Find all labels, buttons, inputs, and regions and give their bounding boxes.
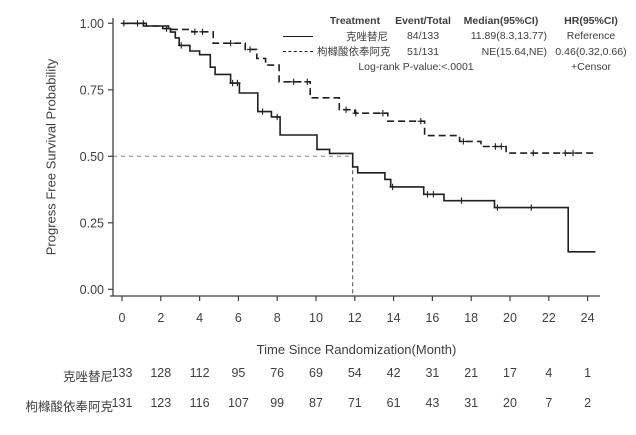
censor-mark xyxy=(569,149,577,157)
risk-count: 2 xyxy=(584,396,592,410)
legend-row-envonalkib-median: NE(15.64,NE) xyxy=(481,45,547,58)
legend-solid-line-sample xyxy=(283,35,317,37)
risk-count: 112 xyxy=(189,366,210,380)
risk-row-label: 枸橼酸依奉阿克 xyxy=(25,400,113,414)
x-tick-label: 10 xyxy=(309,311,323,325)
censor-mark xyxy=(379,110,387,117)
censor-mark xyxy=(460,138,467,145)
censor-mark xyxy=(274,113,281,121)
logrank-pvalue-label: Log-rank P-value:<.0001 xyxy=(358,61,474,74)
censor-mark xyxy=(430,191,437,198)
risk-count: 123 xyxy=(150,396,172,410)
risk-count: 42 xyxy=(386,366,401,380)
x-tick-label: 18 xyxy=(464,311,478,325)
censor-mark xyxy=(191,28,198,35)
risk-count: 61 xyxy=(386,396,401,410)
legend-header-event-total: Event/Total xyxy=(395,14,451,27)
legend-header-hr: HR(95%CI) xyxy=(564,14,618,27)
legend-header-median: Median(95%CI) xyxy=(463,14,539,27)
censor-mark xyxy=(234,79,241,87)
censor-mark xyxy=(178,42,185,49)
risk-count: 71 xyxy=(347,396,362,410)
y-axis-title: Progress Free Survival Probability xyxy=(43,58,59,256)
solid-line-icon xyxy=(283,35,313,37)
risk-count: 1 xyxy=(584,366,592,380)
y-tick-label: 0.00 xyxy=(80,283,104,297)
censor-mark xyxy=(290,78,297,85)
x-tick-label: 20 xyxy=(503,311,517,325)
censor-mark xyxy=(304,78,311,85)
x-axis-title: Time Since Randomization(Month) xyxy=(256,342,457,357)
risk-count: 54 xyxy=(347,366,362,380)
x-tick-label: 14 xyxy=(387,311,401,325)
censor-mark xyxy=(458,197,465,204)
risk-row-label: 克唑替尼 xyxy=(62,370,113,384)
risk-count: 131 xyxy=(111,396,133,410)
risk-count: 20 xyxy=(503,396,517,410)
x-tick-label: 4 xyxy=(196,311,203,325)
risk-count: 31 xyxy=(464,396,479,410)
risk-count: 7 xyxy=(545,396,553,410)
censor-mark xyxy=(528,204,535,211)
censor-note-label: +Censor xyxy=(571,61,611,74)
x-tick-label: 0 xyxy=(119,311,126,325)
risk-count: 99 xyxy=(270,396,285,410)
x-tick-label: 2 xyxy=(157,311,164,325)
x-tick-label: 24 xyxy=(581,311,595,325)
legend-row-crizotinib-median: 11.89(8.3,13.77) xyxy=(470,30,547,43)
risk-count: 76 xyxy=(270,366,285,380)
risk-count: 4 xyxy=(545,366,553,380)
risk-count: 69 xyxy=(309,366,323,380)
risk-count: 31 xyxy=(425,366,440,380)
y-tick-label: 0.75 xyxy=(80,83,104,97)
legend-row-crizotinib-name: 克唑替尼 xyxy=(346,30,388,43)
censor-mark xyxy=(492,143,499,150)
risk-count: 87 xyxy=(309,396,323,410)
censor-mark xyxy=(417,118,424,125)
y-tick-label: 0.25 xyxy=(80,216,104,230)
censor-mark xyxy=(342,106,350,113)
dashed-line-icon xyxy=(283,51,313,53)
x-tick-label: 22 xyxy=(542,311,556,325)
censor-mark xyxy=(227,40,234,47)
x-tick-label: 16 xyxy=(425,311,439,325)
legend-dashed-line-sample xyxy=(283,51,317,53)
risk-count: 107 xyxy=(227,396,249,410)
legend-row-envonalkib-event-total: 51/131 xyxy=(406,45,440,58)
x-tick-label: 6 xyxy=(235,311,242,325)
censor-mark xyxy=(389,183,396,191)
censor-mark xyxy=(530,149,537,157)
y-tick-label: 1.00 xyxy=(80,17,104,31)
censor-mark xyxy=(259,108,266,115)
y-tick-label: 0.50 xyxy=(80,150,104,164)
legend-row-envonalkib-name: 枸橼酸依奉阿克 xyxy=(317,46,391,59)
risk-count: 17 xyxy=(503,366,517,380)
censor-mark xyxy=(498,143,505,150)
legend-row-crizotinib-hr: Reference xyxy=(566,30,616,43)
legend-row-envonalkib-hr: 0.46(0.32,0.66) xyxy=(555,45,627,58)
censor-mark xyxy=(424,191,431,198)
risk-count: 95 xyxy=(231,366,246,380)
risk-count: 21 xyxy=(464,366,479,380)
risk-count: 116 xyxy=(189,396,210,410)
censor-mark xyxy=(199,28,206,35)
censor-mark xyxy=(562,149,569,157)
censor-mark xyxy=(352,110,359,117)
risk-count: 43 xyxy=(425,396,440,410)
legend-header-treatment: Treatment xyxy=(329,14,381,27)
risk-count: 128 xyxy=(150,366,172,380)
legend-row-crizotinib-event-total: 84/133 xyxy=(406,30,440,43)
censor-mark xyxy=(246,46,254,53)
legend-table: Treatment Event/Total Median(95%CI) HR(9… xyxy=(283,13,633,75)
risk-count: 133 xyxy=(111,366,133,380)
x-tick-label: 8 xyxy=(274,311,281,325)
x-tick-label: 12 xyxy=(348,311,362,325)
censor-mark xyxy=(494,204,501,211)
